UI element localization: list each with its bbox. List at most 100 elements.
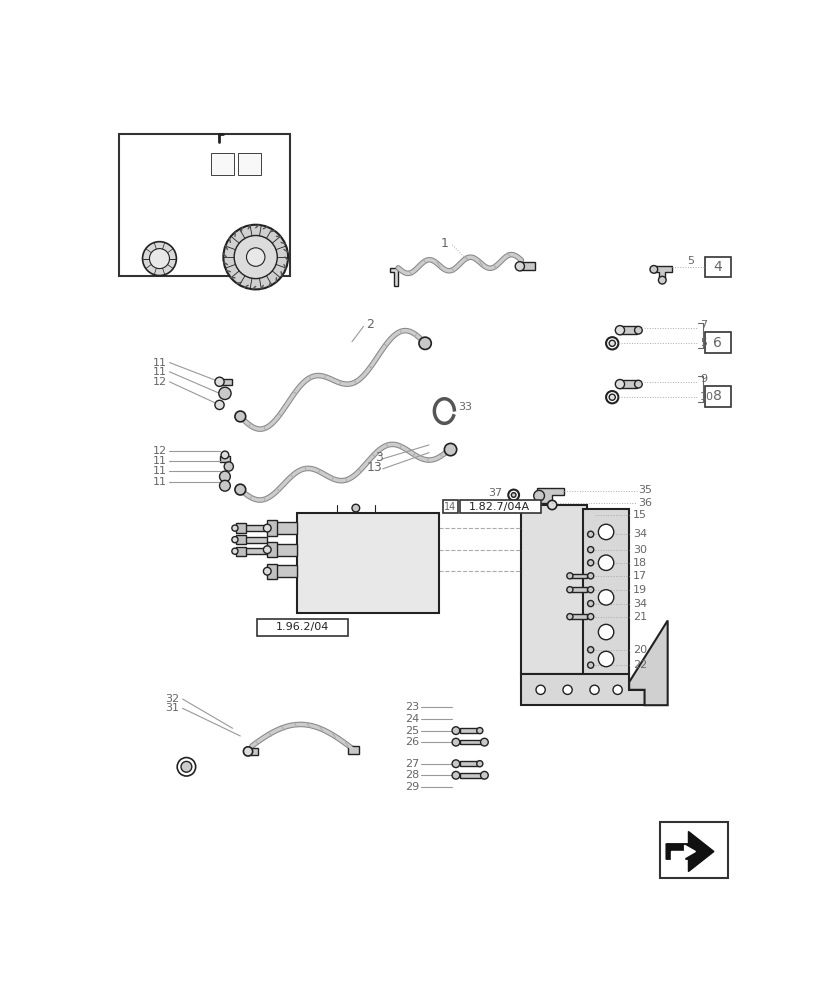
Text: 23: 23 [405,702,419,712]
Bar [237,547,246,556]
Polygon shape [148,212,186,239]
Text: 5: 5 [699,338,706,348]
Bar [257,619,347,636]
Circle shape [452,727,459,734]
Text: 11: 11 [153,477,167,487]
Circle shape [218,387,231,400]
Text: 2: 2 [366,318,373,331]
Circle shape [612,685,621,694]
Circle shape [598,624,613,640]
Text: 11: 11 [153,456,167,466]
Circle shape [533,490,544,501]
Circle shape [598,524,613,540]
Bar [267,542,276,557]
Circle shape [587,573,593,579]
Polygon shape [205,142,267,149]
Bar [459,740,482,744]
Circle shape [587,614,593,620]
Circle shape [476,761,482,767]
Circle shape [452,738,459,746]
Circle shape [219,471,230,482]
Circle shape [587,647,593,653]
Bar [237,523,246,533]
Text: 33: 33 [457,402,471,412]
Polygon shape [521,674,643,705]
Circle shape [598,555,613,570]
Circle shape [657,276,666,284]
Circle shape [215,377,224,386]
Circle shape [150,249,170,269]
Circle shape [511,493,515,497]
Circle shape [587,531,593,537]
Circle shape [598,651,613,667]
Polygon shape [148,228,282,255]
Circle shape [351,504,359,512]
Circle shape [566,614,572,620]
Text: 34: 34 [633,599,647,609]
Bar [519,262,534,270]
Bar [189,239,203,256]
Bar [244,548,267,554]
Text: 12: 12 [153,446,167,456]
Polygon shape [521,505,590,674]
Text: 30: 30 [633,545,646,555]
Bar [459,728,478,733]
Text: 1.82.7/04A: 1.82.7/04A [469,502,530,512]
Text: 9: 9 [699,374,706,384]
Bar [275,544,296,556]
Text: 35: 35 [638,485,652,495]
Text: 32: 32 [165,694,179,704]
Circle shape [263,524,270,532]
Bar [704,332,730,353]
Circle shape [219,480,230,491]
Circle shape [514,262,523,271]
Text: 20: 20 [633,645,647,655]
Bar [619,380,636,388]
Text: 29: 29 [405,782,419,792]
Text: 19: 19 [633,585,647,595]
Bar [571,614,586,619]
Bar [347,746,358,754]
Text: 10: 10 [699,392,713,402]
Circle shape [263,546,270,554]
Circle shape [535,685,545,694]
Bar [275,565,296,577]
Bar [704,386,730,407]
Circle shape [246,248,265,266]
Text: 22: 22 [633,660,647,670]
Bar [267,520,276,536]
Bar [442,500,457,513]
Text: 1: 1 [440,237,447,250]
Circle shape [609,394,614,400]
Text: 18: 18 [633,558,647,568]
Polygon shape [671,845,695,864]
Text: 27: 27 [405,759,419,769]
Text: 3: 3 [375,451,382,464]
Polygon shape [536,488,563,503]
Bar [237,153,261,175]
Bar [244,525,267,531]
Bar [296,513,438,613]
Circle shape [587,547,593,553]
Circle shape [181,761,192,772]
Bar [459,761,478,766]
Circle shape [614,379,624,389]
Bar [459,773,482,778]
Circle shape [562,685,571,694]
Circle shape [587,560,593,566]
Bar [248,748,258,755]
Text: 13: 13 [366,461,382,474]
Bar [619,326,636,334]
Text: 6: 6 [712,336,721,350]
Text: 11: 11 [153,466,167,476]
Circle shape [605,391,618,403]
Circle shape [566,573,572,579]
Polygon shape [582,509,629,682]
Bar [119,134,290,276]
Text: 11: 11 [153,358,167,368]
Polygon shape [653,266,671,280]
Circle shape [223,225,288,289]
Text: 14: 14 [444,502,457,512]
Bar [571,574,586,578]
Circle shape [589,685,599,694]
